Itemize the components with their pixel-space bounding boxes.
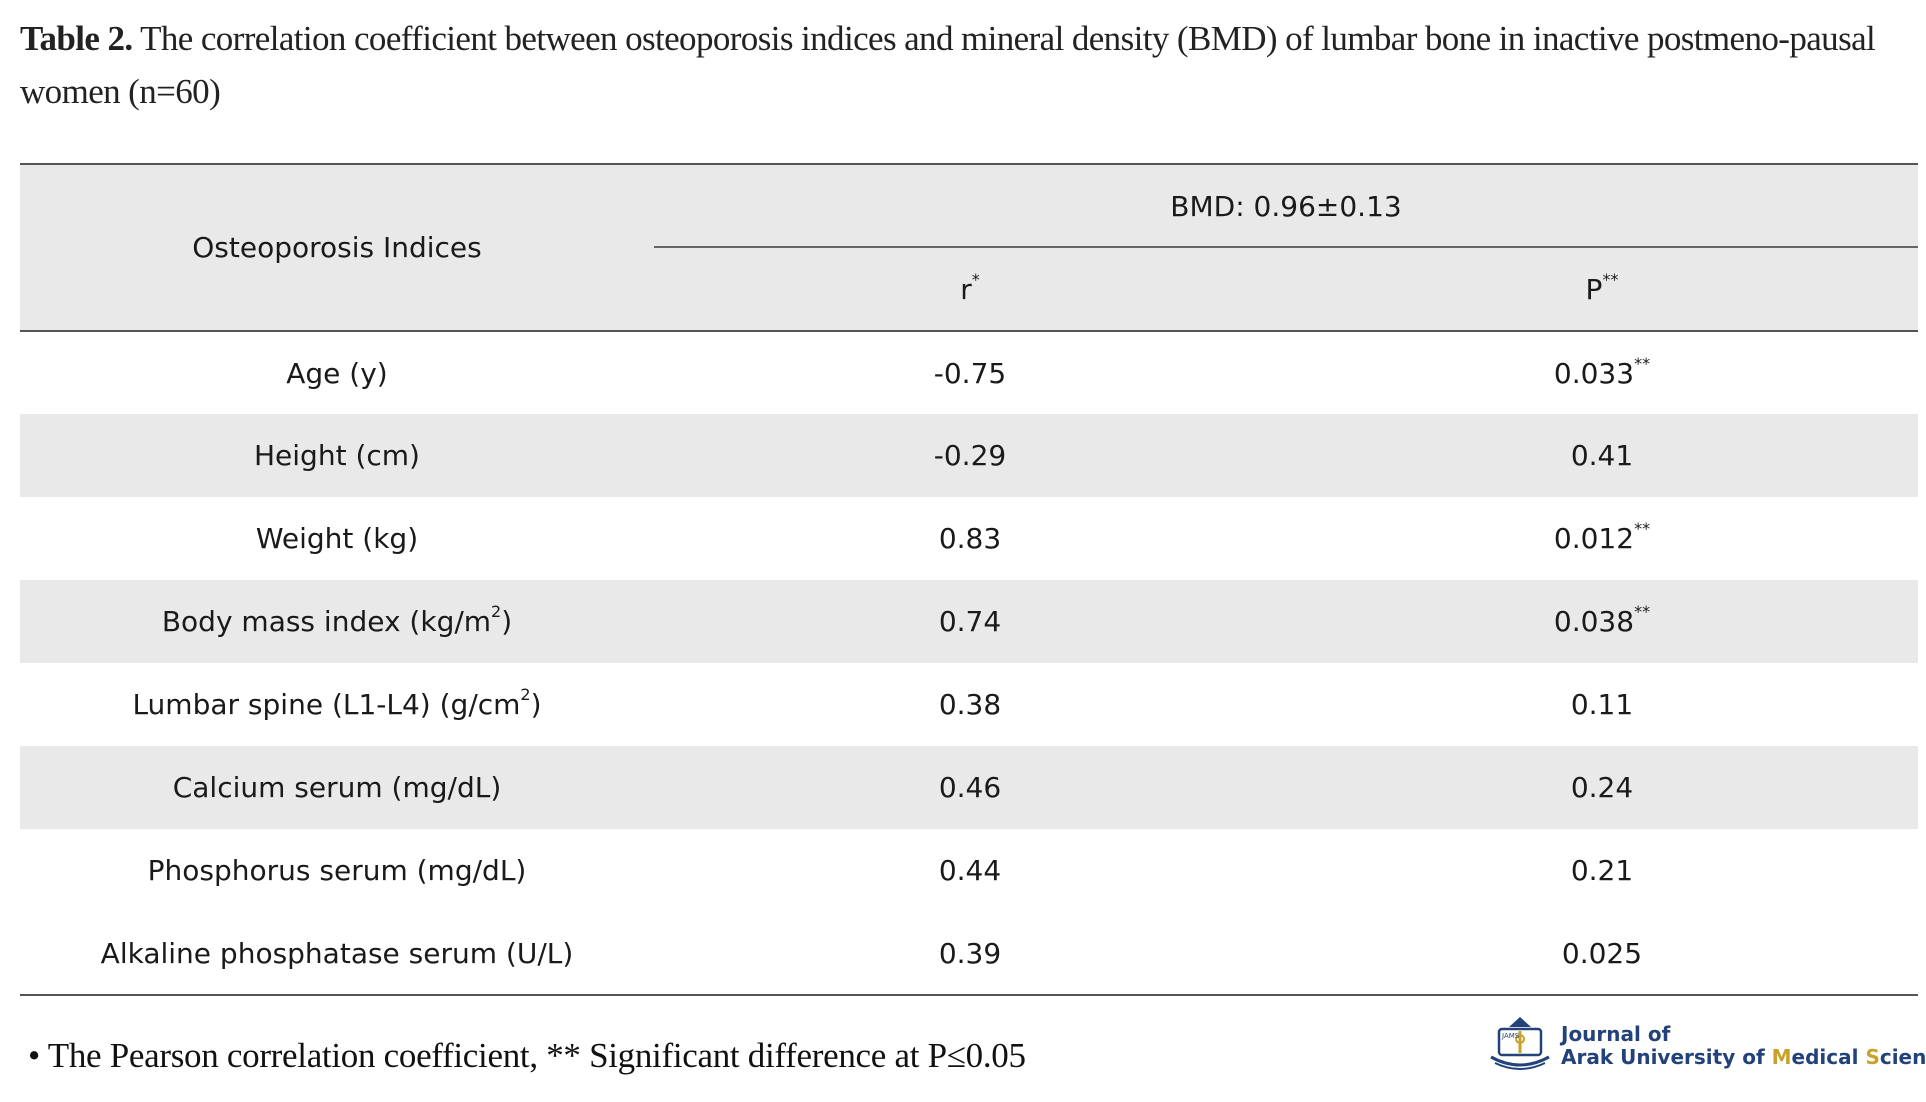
cell-p-mark: **: [1634, 353, 1651, 373]
header-p-mark: **: [1602, 269, 1619, 289]
journal-name-line2: Arak University of Medical Sciences: [1561, 1045, 1926, 1069]
cell-index: Phosphorus serum (mg/dL): [147, 854, 527, 887]
cell-r: 0.74: [654, 580, 1286, 663]
cell-r: 0.44: [938, 854, 1002, 887]
header-r: r*: [654, 248, 1286, 331]
table-row: Body mass index (kg/m2) 0.74 0.038**: [20, 580, 1918, 663]
header-osteoporosis-indices: Osteoporosis Indices: [20, 164, 654, 332]
cell-p-value: 0.24: [1570, 771, 1634, 804]
cell-p: 0.038**: [1286, 580, 1918, 663]
cell-index: Lumbar spine (L1-L4) (g/cm2): [20, 663, 654, 746]
table-row: Height (cm) -0.29 0.41: [20, 414, 1918, 497]
cell-index-end: ): [501, 605, 513, 638]
cell-p: 0.21: [1286, 829, 1918, 912]
cell-index-sup: 2: [491, 602, 502, 621]
table-row: Calcium serum (mg/dL) 0.46 0.24: [20, 746, 1918, 829]
cell-p-value: 0.038: [1553, 605, 1635, 638]
cell-p: 0.41: [1286, 414, 1918, 497]
cell-r: -0.75: [933, 356, 1007, 390]
caption-text: The correlation coefficient between oste…: [20, 19, 1876, 111]
cell-index: Height (cm): [20, 414, 654, 497]
cell-p: 0.11: [1286, 663, 1918, 746]
caption-label: Table 2.: [20, 19, 133, 58]
header-p: P**: [1286, 248, 1918, 331]
correlation-table: Osteoporosis Indices BMD: 0.96±0.13 r* P…: [20, 163, 1918, 996]
cell-p-value: 0.012: [1553, 522, 1635, 555]
table-row: Phosphorus serum (mg/dL) 0.44 0.21: [20, 829, 1918, 912]
journal-logo: JAMS Journal of Arak University of Medic…: [1485, 1013, 1926, 1073]
cell-p-mark: **: [1634, 602, 1651, 621]
cell-p-value: 0.11: [1570, 688, 1634, 721]
cell-index-sup: 2: [520, 685, 531, 704]
cell-p: 0.24: [1286, 746, 1918, 829]
journal-name-line1: Journal of: [1561, 1022, 1671, 1046]
cell-p-value: 0.033: [1553, 356, 1635, 390]
svg-text:JAMS: JAMS: [1501, 1032, 1520, 1040]
header-r-label: r: [960, 272, 972, 306]
table-caption: Table 2. The correlation coefficient bet…: [20, 12, 1920, 118]
cell-index: Age (y): [286, 356, 388, 390]
cell-r: 0.38: [938, 688, 1002, 721]
cell-r: 0.39: [654, 912, 1286, 996]
header-bmd: BMD: 0.96±0.13: [654, 164, 1918, 248]
journal-emblem-icon: JAMS: [1490, 1017, 1550, 1070]
table-row: Alkaline phosphatase serum (U/L) 0.39 0.…: [20, 912, 1918, 996]
header-p-label: P: [1585, 272, 1603, 306]
header-r-mark: *: [971, 269, 980, 289]
cell-index-text: Lumbar spine (L1-L4) (g/cm: [132, 688, 521, 721]
cell-index: Weight (kg): [255, 522, 419, 555]
cell-p-mark: **: [1634, 519, 1651, 538]
cell-p-value: 0.41: [1570, 439, 1634, 472]
cell-p: 0.012**: [1286, 497, 1918, 580]
table-row: Weight (kg) 0.83 0.012**: [20, 497, 1918, 580]
cell-p-value: 0.025: [1561, 936, 1643, 970]
table-row: Age (y) -0.75 0.033**: [20, 331, 1918, 414]
cell-index: Alkaline phosphatase serum (U/L): [20, 912, 654, 996]
cell-p: 0.033**: [1286, 331, 1918, 414]
cell-index-text: Body mass index (kg/m: [161, 605, 492, 638]
cell-r: 0.83: [938, 522, 1002, 555]
cell-r: 0.46: [654, 746, 1286, 829]
journal-name: Journal of Arak University of Medical Sc…: [1561, 1023, 1926, 1069]
cell-index: Calcium serum (mg/dL): [20, 746, 654, 829]
table-row: Lumbar spine (L1-L4) (g/cm2) 0.38 0.11: [20, 663, 1918, 746]
cell-r: -0.29: [654, 414, 1286, 497]
cell-p-value: 0.21: [1570, 854, 1634, 887]
cell-p: 0.025: [1286, 912, 1918, 996]
cell-index-end: ): [530, 688, 542, 721]
table-footnote: • The Pearson correlation coefficient, *…: [28, 1036, 1026, 1075]
cell-index: Body mass index (kg/m2): [20, 580, 654, 663]
